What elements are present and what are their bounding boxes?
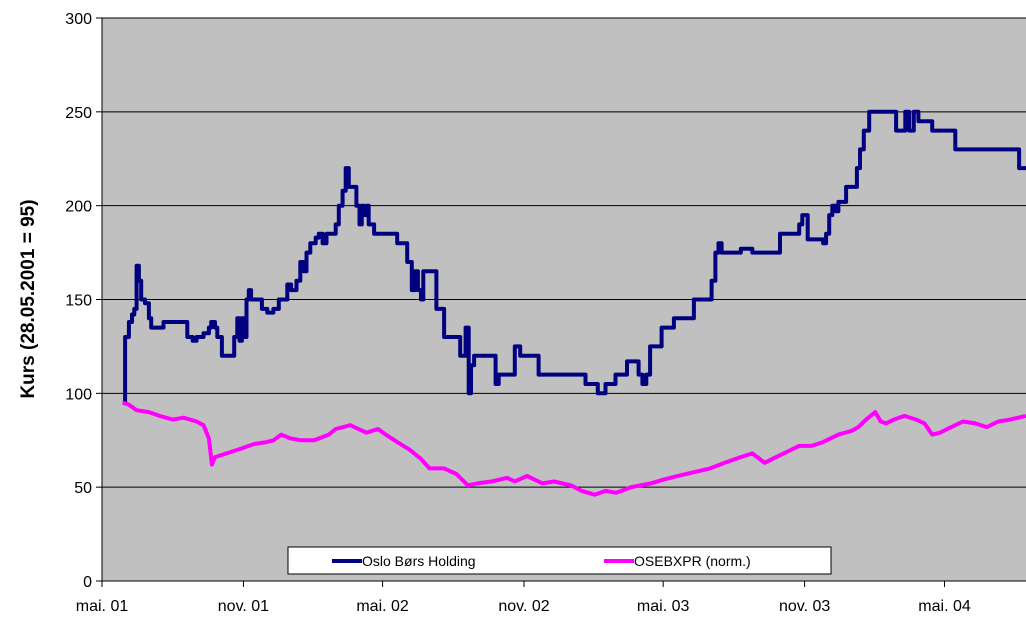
- y-tick-label: 150: [65, 293, 92, 310]
- legend: Oslo Børs Holding OSEBXPR (norm.): [287, 546, 832, 575]
- y-axis-title: Kurs (28.05.2001 = 95): [18, 199, 39, 398]
- y-tick-label: 200: [65, 199, 92, 216]
- x-tick-label: nov. 03: [779, 598, 830, 615]
- series-line-osebxpr: [122, 400, 1026, 497]
- legend-label-osebxpr: OSEBXPR (norm.): [634, 553, 751, 569]
- series-layer: [122, 109, 1026, 497]
- y-tick-label: 0: [83, 574, 92, 591]
- x-tick-label: nov. 01: [218, 598, 269, 615]
- y-tick-label: 100: [65, 386, 92, 403]
- x-tick-label: nov. 02: [498, 598, 549, 615]
- y-tick-label: 50: [74, 480, 92, 497]
- x-tick-label: mai. 02: [356, 598, 409, 615]
- y-ticks: 0 50 100 150 200 250 300: [65, 11, 102, 591]
- x-ticks: mai. 01 nov. 01 mai. 02 nov. 02 mai. 03 nov. …: [76, 581, 971, 615]
- y-tick-label: 250: [65, 105, 92, 122]
- series-line-oslo-bors-holding: [122, 109, 1026, 405]
- legend-box: [287, 546, 832, 575]
- legend-label-oslo-bors-holding: Oslo Børs Holding: [362, 553, 476, 569]
- y-tick-label: 300: [65, 11, 92, 28]
- x-tick-label: mai. 01: [76, 598, 129, 615]
- x-tick-label: mai. 03: [637, 598, 690, 615]
- x-tick-label: mai. 04: [918, 598, 971, 615]
